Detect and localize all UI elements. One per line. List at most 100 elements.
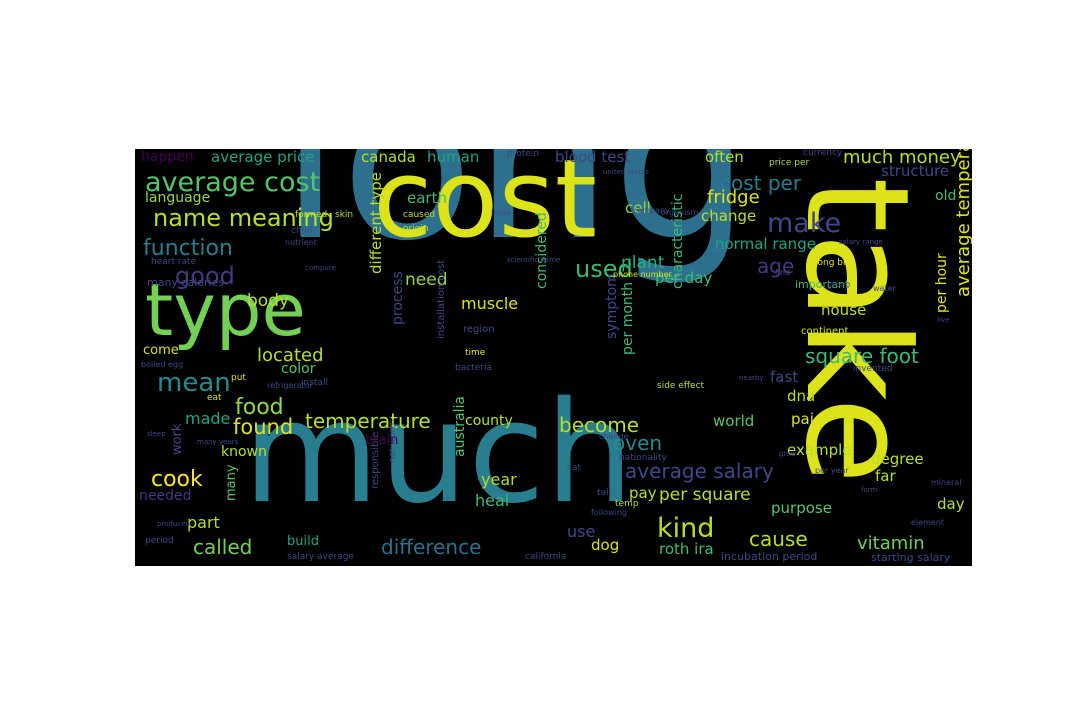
word: refrigerator (267, 381, 313, 390)
word: often (705, 149, 744, 166)
word: kind (657, 513, 715, 544)
word: body (247, 291, 290, 311)
word: cause (749, 527, 808, 551)
word: average salary (625, 459, 774, 483)
word: work (170, 423, 185, 455)
word: average price (211, 149, 315, 166)
word: installation cost (436, 259, 447, 339)
word: salary range (839, 238, 883, 246)
word: cook (151, 467, 203, 492)
word: origin (403, 224, 429, 234)
word: scientific name (507, 256, 561, 264)
word: salary average (287, 552, 354, 562)
word: known (221, 444, 267, 460)
word: currency (803, 149, 843, 158)
word: tall (597, 488, 612, 498)
word: color (281, 361, 316, 377)
word: made (185, 409, 231, 428)
word: need (405, 270, 448, 290)
word: world (713, 412, 755, 430)
word: continent (801, 326, 849, 337)
word: important (795, 278, 850, 291)
word: put (231, 373, 246, 383)
word: language (145, 190, 211, 206)
word: age (757, 254, 795, 278)
word: average temperature (953, 149, 972, 297)
word: called (193, 535, 253, 559)
word: build (287, 534, 319, 549)
word: invented (853, 364, 893, 374)
word: cell (625, 199, 651, 217)
word: child (291, 226, 313, 236)
word: produced (157, 520, 190, 528)
word: become (559, 413, 640, 437)
word: price per (769, 158, 810, 168)
word: heart rate (151, 257, 197, 267)
word: example (787, 441, 852, 459)
word: muscle (461, 294, 519, 313)
word: form (861, 486, 878, 494)
word: united states (603, 168, 649, 176)
word: good (175, 262, 235, 290)
word: located (257, 345, 324, 366)
word: function (143, 236, 233, 261)
word: name meaning (153, 204, 334, 232)
word: much money (843, 149, 961, 168)
word: human (427, 149, 480, 166)
word: nearby (739, 374, 764, 382)
word: bacteria (455, 363, 492, 373)
word: australia (452, 396, 468, 457)
word: paid (791, 410, 824, 428)
word: average cost (145, 167, 321, 198)
word: time (465, 348, 486, 358)
word: group (827, 280, 851, 289)
word: structure (881, 162, 950, 180)
word: pay (629, 484, 657, 502)
word: found (233, 415, 294, 439)
word: water (873, 284, 896, 293)
word: happen (141, 149, 194, 165)
word: protein (507, 149, 539, 159)
word: long (280, 149, 751, 289)
word: change (599, 432, 629, 441)
word: old (935, 188, 957, 204)
word: eat (207, 393, 222, 403)
word: incubation period (721, 550, 818, 563)
word: nutrient (285, 238, 317, 247)
word: vitamin (857, 533, 925, 554)
word: compute (305, 264, 336, 272)
word: day (937, 495, 965, 513)
word: many calories (147, 276, 225, 289)
word: sleep (147, 430, 166, 438)
word: far (875, 467, 896, 485)
word: temperature (305, 409, 431, 433)
word: earth (407, 189, 447, 207)
word: brain (365, 433, 399, 448)
word: mean (157, 368, 231, 398)
word: needed (139, 488, 192, 504)
word: many (224, 464, 239, 501)
word: county (465, 413, 513, 429)
word: per day (655, 269, 713, 287)
word: many years (197, 438, 239, 446)
word: side effect (657, 381, 705, 391)
word: symptom (604, 273, 620, 339)
word: food (235, 395, 284, 420)
word: california (525, 552, 567, 562)
word: cat (567, 463, 581, 473)
word: square foot (805, 344, 919, 368)
word: cost (373, 149, 598, 262)
word: caused (403, 210, 436, 220)
word: temp (615, 499, 639, 509)
word: use (567, 522, 596, 541)
word: organism (661, 208, 699, 217)
word: per square (659, 485, 751, 505)
word: phone number (613, 270, 672, 279)
word: formed (295, 210, 328, 220)
word: much (243, 372, 634, 535)
word: difference (381, 535, 482, 559)
word: normal range (715, 235, 816, 253)
word: roth ira (659, 540, 714, 558)
word: plant (621, 253, 665, 273)
word: different type (367, 172, 385, 274)
